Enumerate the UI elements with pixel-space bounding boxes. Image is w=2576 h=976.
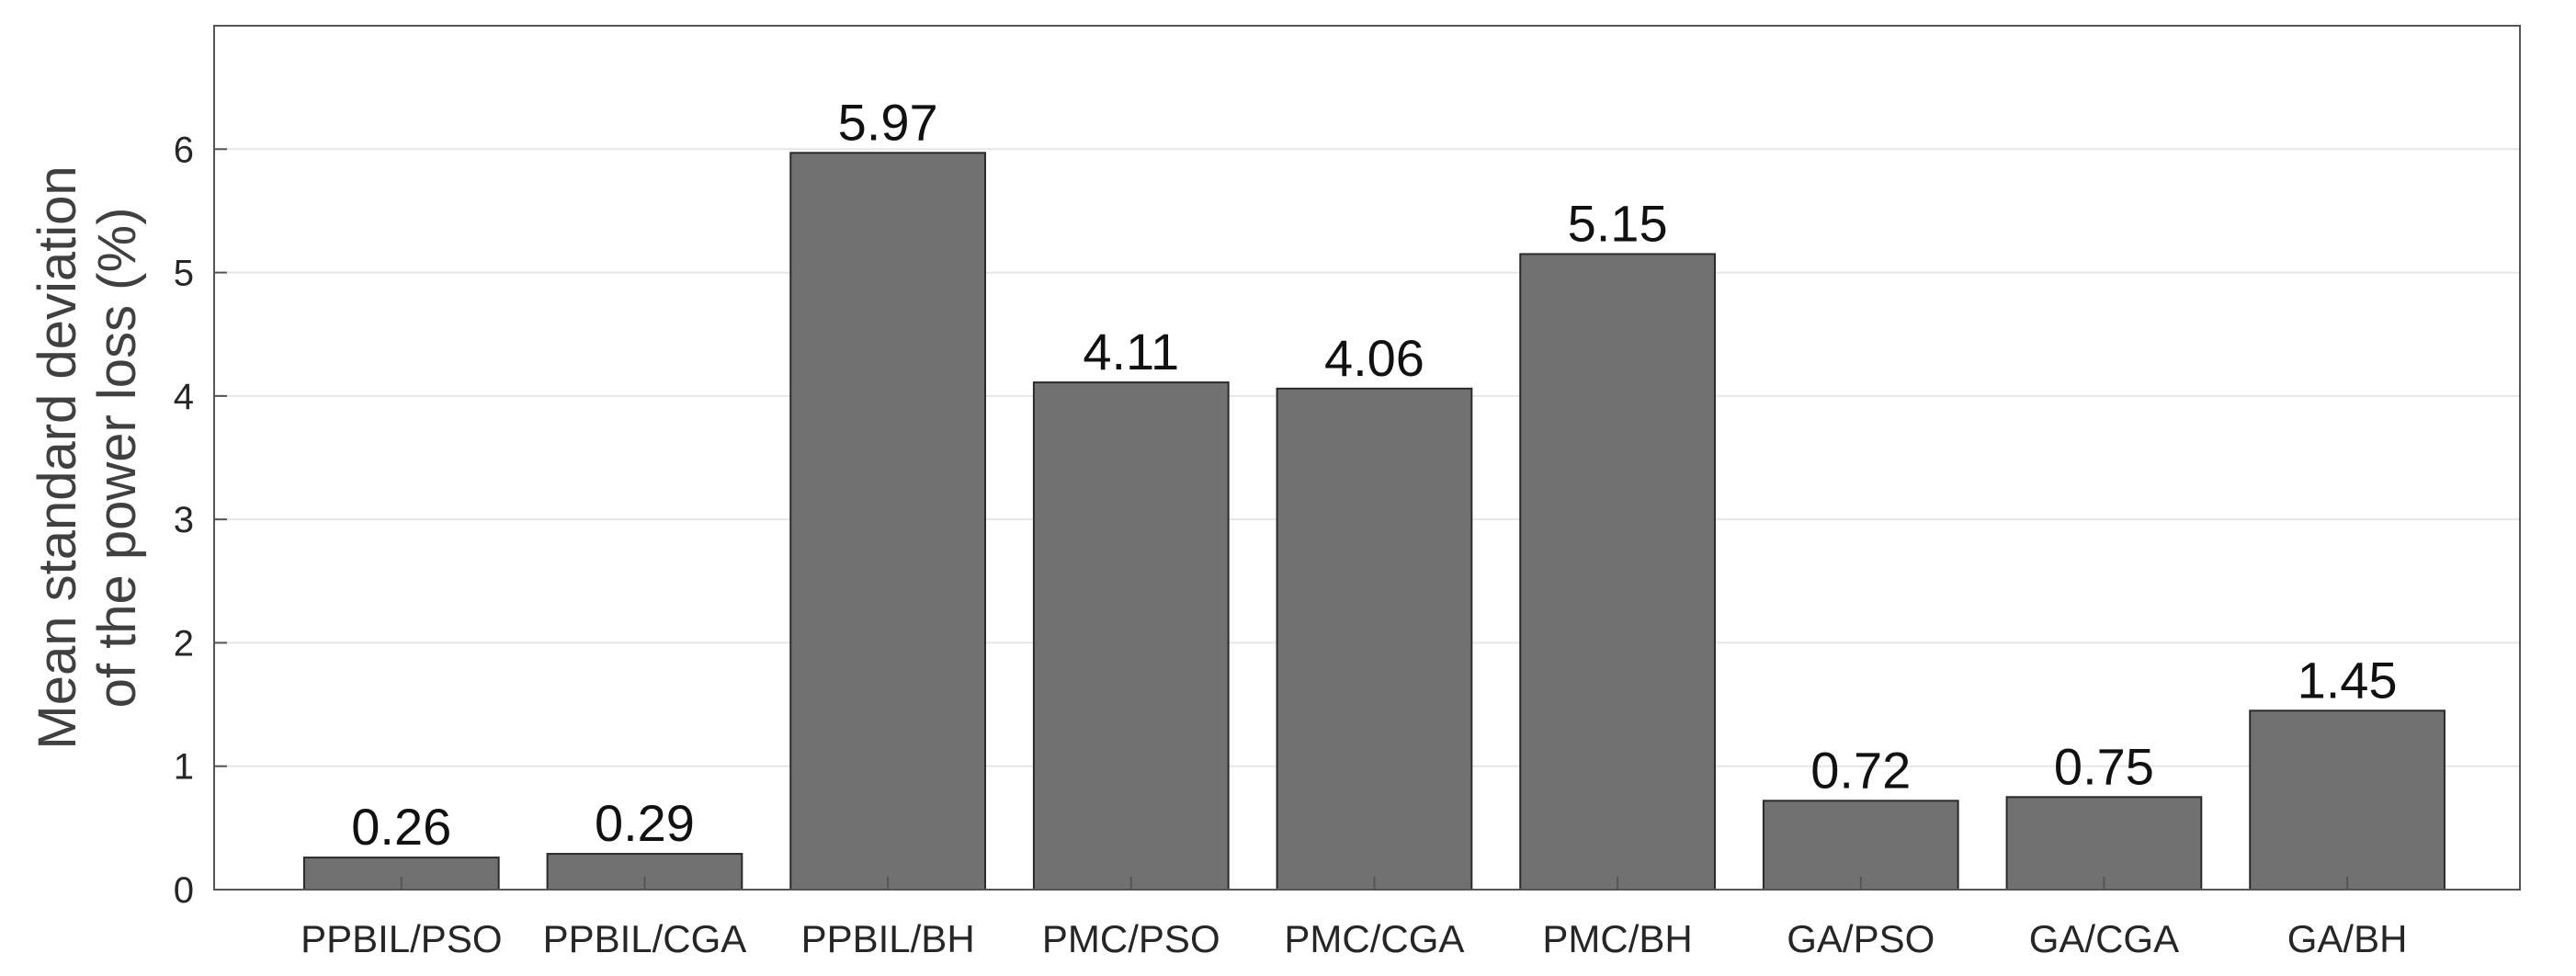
- x-category-label: PPBIL/CGA: [543, 917, 747, 960]
- bar-pmc-pso: [1032, 381, 1230, 891]
- data-label: 0.26: [351, 798, 451, 856]
- data-label: 0.72: [1810, 741, 1911, 799]
- bar-ga-pso: [1762, 800, 1959, 891]
- bar-ga-bh: [2249, 709, 2445, 891]
- y-axis-ticks: 0 1 2 3 4 5 6: [174, 130, 227, 911]
- x-category-label: GA/PSO: [1787, 917, 1935, 960]
- x-category-label: PPBIL/BH: [801, 917, 975, 960]
- data-labels: 0.26 0.29 5.97 4.11 4.06 5.15 0.72 0.75 1.45: [351, 93, 2397, 856]
- x-category-label: GA/CGA: [2029, 917, 2179, 960]
- bar-pmc-cga: [1276, 387, 1473, 891]
- bar-ga-cga: [2005, 796, 2203, 891]
- y-axis-title-line-1: Mean standard deviation: [28, 165, 87, 749]
- bars: [302, 152, 2445, 891]
- data-label: 4.06: [1324, 329, 1424, 387]
- y-tick-label: 3: [174, 500, 194, 540]
- y-tick-label: 2: [174, 623, 194, 664]
- data-label: 4.11: [1083, 323, 1179, 380]
- plot-frame: [213, 25, 2521, 891]
- x-category-label: PMC/PSO: [1042, 917, 1220, 960]
- y-tick-label: 5: [174, 254, 194, 294]
- data-label: 5.15: [1568, 194, 1668, 252]
- y-tick-label: 4: [174, 377, 194, 417]
- bar-pmc-bh: [1519, 253, 1716, 891]
- y-axis-title-line-2: of the power loss (%): [87, 208, 147, 709]
- y-tick-label: 6: [174, 130, 194, 170]
- data-label: 1.45: [2298, 651, 2398, 709]
- data-label: 0.75: [2054, 737, 2154, 795]
- x-category-label: PPBIL/PSO: [301, 917, 502, 960]
- y-tick-label: 1: [174, 747, 194, 788]
- y-tick-label: 0: [174, 870, 194, 911]
- x-category-label: PMC/CGA: [1284, 917, 1464, 960]
- x-category-label: GA/BH: [2287, 917, 2408, 960]
- x-category-label: PMC/BH: [1542, 917, 1692, 960]
- data-label: 0.29: [595, 794, 695, 852]
- x-axis-categories: PPBIL/PSO PPBIL/CGA PPBIL/BH PMC/PSO PMC/CGA…: [301, 877, 2407, 960]
- bar-ppbil-bh: [789, 152, 986, 891]
- data-label: 5.97: [838, 93, 938, 151]
